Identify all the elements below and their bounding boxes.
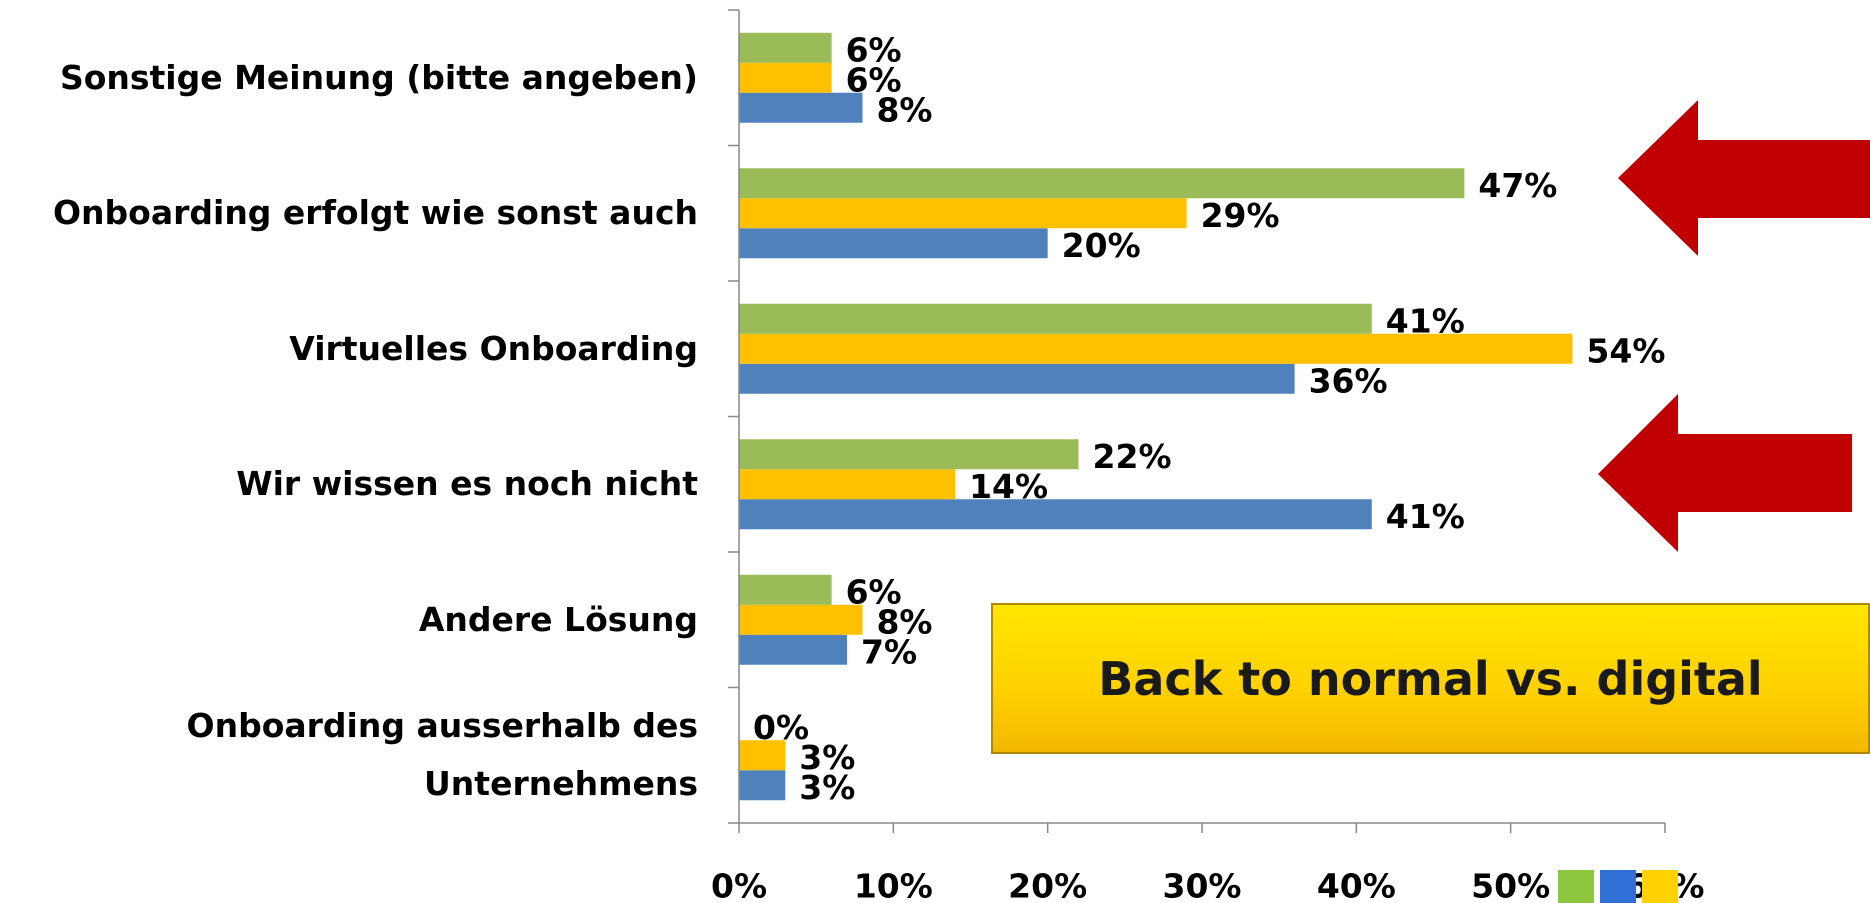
bar — [739, 62, 832, 93]
data-label: 14% — [969, 467, 1048, 506]
category-label: Wir wissen es noch nicht — [236, 464, 698, 504]
data-label: 6% — [846, 30, 902, 69]
bar — [739, 168, 1465, 199]
bar — [739, 198, 1187, 229]
category-label: Sonstige Meinung (bitte angeben) — [59, 57, 698, 97]
bar — [739, 228, 1048, 259]
annotation: Back to normal vs. digital — [991, 603, 1870, 754]
bar — [739, 574, 832, 605]
x-tick-label: 30% — [1163, 867, 1242, 903]
data-label: 6% — [846, 60, 902, 99]
bar — [739, 92, 863, 123]
data-label: 41% — [1386, 301, 1465, 340]
bar — [739, 604, 863, 635]
category-label: Andere Lösung — [418, 599, 698, 639]
arrow — [1598, 394, 1852, 552]
bar — [739, 303, 1372, 334]
bar — [739, 634, 848, 665]
bar — [739, 770, 786, 801]
bar — [739, 32, 832, 63]
logo — [1642, 870, 1678, 903]
data-label: 0% — [753, 708, 809, 747]
data-label: 47% — [1478, 166, 1557, 205]
data-label: 7% — [861, 632, 917, 671]
data-label: 20% — [1062, 226, 1141, 265]
bar — [739, 439, 1079, 470]
data-label: 22% — [1093, 437, 1172, 476]
bar — [739, 469, 956, 500]
data-label: 8% — [876, 90, 932, 129]
data-label: 3% — [799, 768, 855, 807]
data-label: 8% — [876, 602, 932, 641]
x-tick-label: 20% — [1008, 867, 1087, 903]
data-label: 36% — [1309, 361, 1388, 400]
category-label: Onboarding ausserhalb des Unternehmens — [186, 706, 698, 804]
x-tick-label: 40% — [1317, 867, 1396, 903]
x-tick-label: 50% — [1471, 867, 1550, 903]
bar — [739, 333, 1573, 364]
logo — [1558, 870, 1594, 903]
category-label: Onboarding erfolgt wie sonst auch — [53, 193, 698, 233]
bar — [739, 740, 786, 771]
category-label: Virtuelles Onboarding — [289, 328, 698, 368]
data-label: 29% — [1201, 196, 1280, 235]
data-label: 6% — [846, 572, 902, 611]
data-label: 3% — [799, 738, 855, 777]
logo — [1600, 870, 1636, 903]
data-label: 54% — [1586, 331, 1665, 370]
bar — [739, 499, 1372, 530]
arrow — [1618, 100, 1870, 256]
data-label: 41% — [1386, 497, 1465, 536]
x-tick-label: 0% — [711, 867, 767, 903]
bar — [739, 363, 1295, 394]
x-tick-label: 10% — [854, 867, 933, 903]
